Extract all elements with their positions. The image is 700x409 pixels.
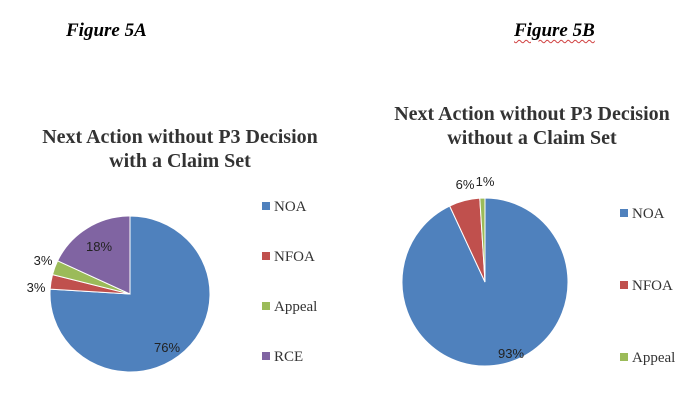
- chart-a-legend-label-nfoa: NFOA: [274, 249, 315, 265]
- chart-a-legend-swatch-nfoa: [262, 252, 270, 260]
- chart-a-data-label-rce: 18%: [86, 239, 112, 254]
- chart-b-title: Next Action without P3 Decision without …: [372, 102, 692, 150]
- chart-a-data-label-appeal: 3%: [34, 253, 53, 268]
- chart-a-data-label-noa: 76%: [154, 340, 180, 355]
- chart-a-data-label-nfoa: 3%: [27, 280, 46, 295]
- chart-b-legend-swatch-nfoa: [620, 281, 628, 289]
- chart-b-data-label-nfoa: 6%: [456, 177, 475, 192]
- chart-b-legend-label-appeal: Appeal: [632, 350, 675, 366]
- chart-a-title-line2: with a Claim Set: [109, 150, 251, 172]
- chart-a-legend-swatch-noa: [262, 202, 270, 210]
- chart-b-legend-label-nfoa: NFOA: [632, 278, 673, 294]
- chart-b-slice-appeal: [479, 197, 486, 283]
- figure-5a-label: Figure 5A: [66, 20, 147, 41]
- chart-b-legend-swatch-appeal: [620, 353, 628, 361]
- chart-b-data-label-appeal: 1%: [476, 174, 495, 189]
- chart-a-legend-swatch-rce: [262, 352, 270, 360]
- chart-a-title: Next Action without P3 Decision with a C…: [30, 125, 330, 173]
- chart-a-title-line1: Next Action without P3 Decision: [42, 126, 318, 148]
- chart-b-data-label-noa: 93%: [498, 346, 524, 361]
- chart-a-legend-label-appeal: Appeal: [274, 299, 317, 315]
- figure-5b-label: Figure 5B: [514, 20, 595, 41]
- chart-b-title-line1: Next Action without P3 Decision: [394, 103, 670, 125]
- chart-a-legend-label-noa: NOA: [274, 199, 307, 215]
- chart-a-legend-swatch-appeal: [262, 302, 270, 310]
- chart-b-legend-swatch-noa: [620, 209, 628, 217]
- chart-b-title-line2: without a Claim Set: [447, 127, 617, 149]
- chart-a-slice-rce: [56, 215, 131, 295]
- chart-a-legend-label-rce: RCE: [274, 349, 303, 365]
- chart-b-legend-label-noa: NOA: [632, 206, 665, 222]
